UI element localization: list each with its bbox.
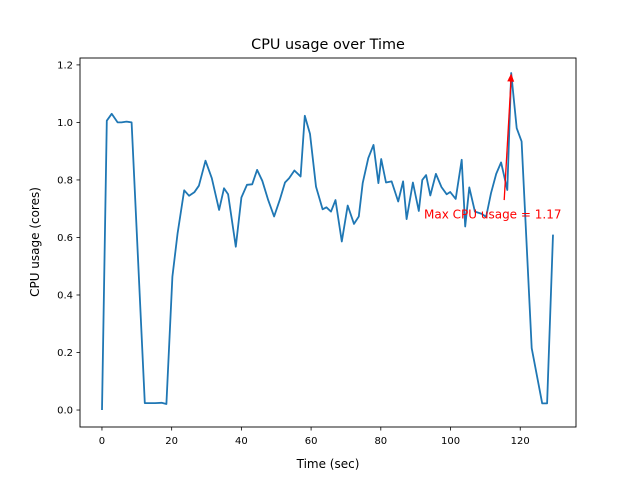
x-tick-label: 60: [305, 436, 318, 447]
axes-frame: [79, 57, 577, 428]
x-tick-label: 20: [165, 436, 178, 447]
y-tick-label: 0.2: [57, 348, 73, 359]
chart-title: CPU usage over Time: [251, 37, 405, 53]
y-tick-label: 0.4: [57, 290, 73, 301]
y-tick-label: 1.0: [57, 118, 73, 129]
x-tick-label: 100: [441, 436, 460, 447]
y-tick-label: 1.2: [57, 60, 73, 71]
y-tick-label: 0.0: [57, 406, 73, 417]
y-axis-label: CPU usage (cores): [28, 187, 42, 297]
y-tick-label: 0.6: [57, 233, 73, 244]
annotation-arrow: [503, 77, 512, 201]
x-tick-label: 120: [511, 436, 530, 447]
x-tick-label: 80: [374, 436, 387, 447]
x-axis-label: Time (sec): [296, 457, 360, 471]
x-tick-label: 40: [235, 436, 248, 447]
x-tick-label: 0: [99, 436, 105, 447]
annotation-text: Max CPU usage = 1.17: [424, 207, 561, 221]
cpu-usage-line: [101, 72, 554, 411]
annotation-arrowhead: [507, 73, 515, 82]
y-tick-label: 0.8: [57, 175, 73, 186]
